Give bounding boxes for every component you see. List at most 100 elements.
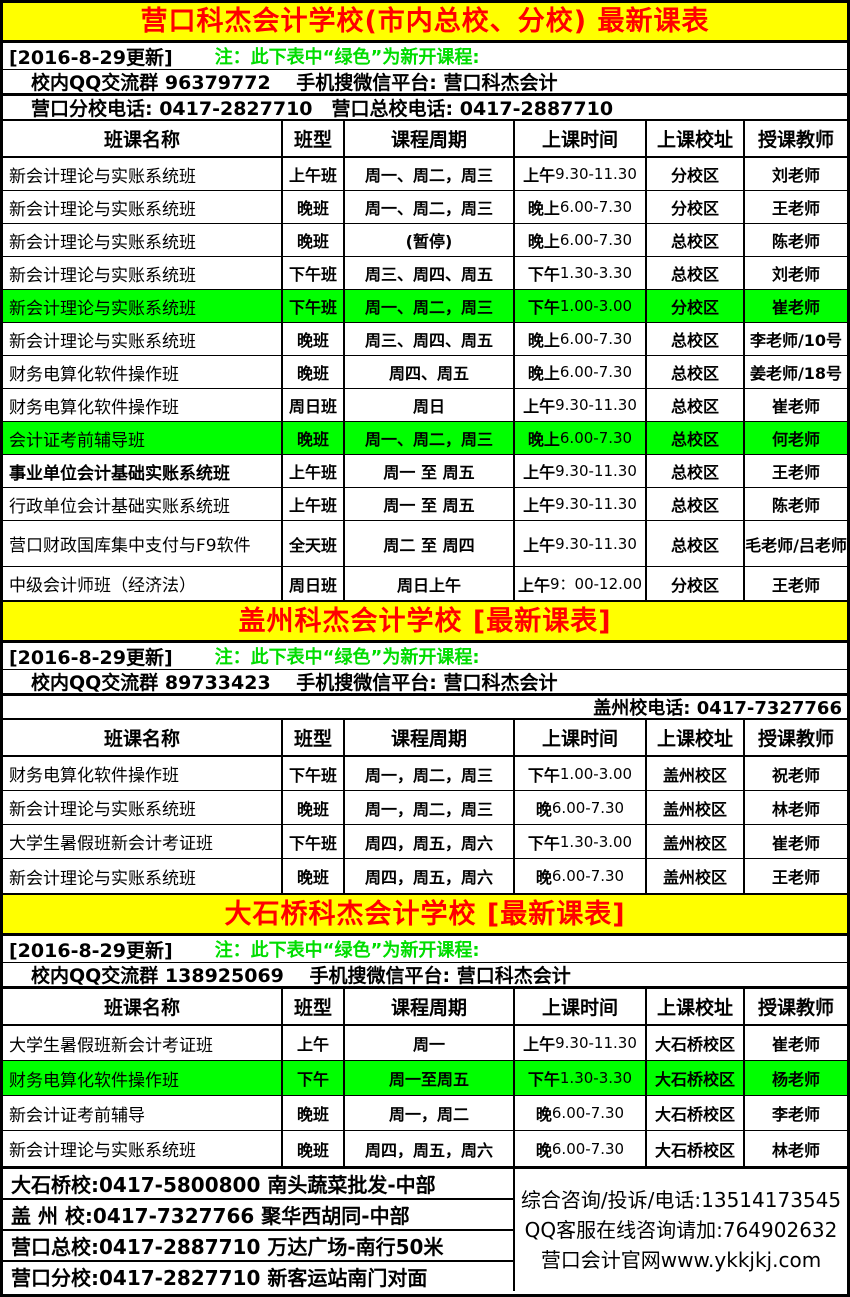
col-header-teacher: 授课教师 [757, 728, 834, 750]
cell-course-period: 周一，周二，周三 [345, 791, 515, 824]
campus-address-line: 盖 州 校:0417-7327766 聚华西胡同-中部 [3, 1198, 513, 1229]
update-row: [2016-8-29更新] 注：此下表中“绿色”为新开课程: [3, 936, 847, 963]
green-course-note: 注：此下表中“绿色”为新开课程: [214, 940, 480, 961]
cell-teacher: 何老师 [771, 430, 820, 449]
cell-teacher: 王老师 [771, 463, 820, 482]
cell-course-period: 周一、周二，周三 [345, 191, 515, 223]
cell-course-period: 周四，周五，周六 [345, 1131, 515, 1166]
time-prefix: 上午 [523, 463, 556, 482]
cell-course-name: 新会计理论与实账系统班 [3, 191, 283, 223]
cell-class-type: 晚班 [283, 1131, 345, 1166]
cell-campus: 总校区 [647, 488, 745, 520]
cell-teacher: 李老师 [771, 1105, 820, 1124]
time-prefix: 上午 [523, 535, 556, 555]
cell-course-period: (暂停) [345, 224, 515, 256]
col-header-campus: 上课校址 [647, 121, 745, 156]
cell-class-time: 上午 9.30-11.30 [515, 158, 647, 190]
cell-class-time: 下午 1.00-3.00 [515, 290, 647, 322]
time-prefix: 下午 [527, 265, 560, 284]
cell-campus: 盖州校区 [647, 791, 745, 824]
cell-course-period: 周三、周四、周五 [345, 323, 515, 355]
time-prefix: 上午 [523, 496, 556, 515]
cell-course-name: 新会计理论与实账系统班 [3, 257, 283, 289]
cell-campus: 总校区 [647, 323, 745, 355]
cell-course-period: 周三、周四、周五 [345, 257, 515, 289]
cell-class-time: 晚 6.00-7.30 [515, 791, 647, 824]
campus-address-line: 营口总校:0417-2887710 万达广场-南行50米 [3, 1229, 513, 1260]
cell-course-name: 会计证考前辅导班 [3, 422, 283, 454]
cell-teacher: 姜老师/18号 [749, 364, 843, 383]
table-header-row: 班课名称 班型 课程周期 上课时间 上课校址 授课教师 [3, 989, 847, 1026]
cell-class-time: 下午 1.30-3.30 [515, 1061, 647, 1095]
cell-course-period: 周日 [345, 389, 515, 421]
cell-class-type: 晚班 [283, 323, 345, 355]
table-header-row: 班课名称 班型 课程周期 上课时间 上课校址 授课教师 [3, 121, 847, 158]
cell-course-name: 新会计理论与实账系统班 [3, 224, 283, 256]
cell-class-time: 晚上 6.00-7.30 [515, 224, 647, 256]
cell-class-type: 下午 [283, 1061, 345, 1095]
cell-class-type: 上午 [283, 1026, 345, 1060]
time-prefix: 上午 [523, 1035, 556, 1054]
cell-course-period: 周一 [345, 1026, 515, 1060]
cell-course-name: 新会计理论与实账系统班 [3, 290, 283, 322]
cell-course-period: 周一至周五 [345, 1061, 515, 1095]
cell-teacher: 林老师 [771, 1140, 820, 1160]
cell-class-type: 晚班 [283, 422, 345, 454]
table-row: 新会计理论与实账系统班 上午班 周一、周二，周三 上午 9.30-11.30 分校… [3, 158, 847, 191]
time-value: 1.00-3.00 [559, 297, 633, 315]
cell-class-time: 下午 1.30-3.00 [515, 825, 647, 858]
time-value: 9.30-11.30 [555, 495, 637, 513]
cell-course-period: 周一、周二，周三 [345, 422, 515, 454]
cell-class-time: 上午 9.30-11.30 [515, 1026, 647, 1060]
cell-campus: 分校区 [647, 290, 745, 322]
campus-address-list: 大石桥校:0417-5800800 南头蔬菜批发-中部 盖 州 校:0417-7… [3, 1169, 515, 1291]
time-prefix: 晚上 [527, 364, 560, 383]
table-row: 新会计理论与实账系统班 晚班 周一，周二，周三 晚 6.00-7.30 盖州校区 … [3, 791, 847, 825]
table-row: 财务电算化软件操作班 下午班 周一，周二，周三 下午 1.00-3.00 盖州校区… [3, 757, 847, 791]
time-value: 9.30-11.30 [555, 396, 637, 414]
cell-class-type: 晚班 [283, 859, 345, 893]
time-prefix: 下午 [527, 1070, 560, 1089]
cell-class-type: 上午班 [283, 488, 345, 520]
cell-class-time: 晚上 6.00-7.30 [515, 323, 647, 355]
table-row: 营口财政国库集中支付与F9软件 全天班 周二 至 周四 上午 9.30-11.30… [3, 521, 847, 567]
time-prefix: 晚上 [527, 430, 560, 449]
cell-class-type: 晚班 [283, 191, 345, 223]
cell-course-name: 事业单位会计基础实账系统班 [3, 455, 283, 487]
time-value: 6.00-7.30 [559, 363, 633, 381]
time-prefix: 晚上 [527, 232, 560, 251]
cell-course-name: 财务电算化软件操作班 [3, 389, 283, 421]
phone-row: 盖州校电话: 0417-7327766 [3, 696, 847, 720]
table-row: 新会计理论与实账系统班 晚班 (暂停) 晚上 6.00-7.30 总校区 陈老师 [3, 224, 847, 257]
cell-course-period: 周一，周二，周三 [345, 757, 515, 790]
time-value: 6.00-7.30 [551, 798, 625, 817]
cell-class-time: 上午 9.30-11.30 [515, 488, 647, 520]
table-row: 财务电算化软件操作班 晚班 周四、周五 晚上 6.00-7.30 总校区 姜老师/… [3, 356, 847, 389]
cell-course-period: 周一 至 周五 [345, 488, 515, 520]
table-row-new-course: 财务电算化软件操作班 下午 周一至周五 下午 1.30-3.30 大石桥校区 杨老… [3, 1061, 847, 1096]
schedule-table-dashiqiao: 班课名称 班型 课程周期 上课时间 上课校址 授课教师 大学生暑假班新会计考证班… [3, 989, 847, 1166]
footer: 大石桥校:0417-5800800 南头蔬菜批发-中部 盖 州 校:0417-7… [3, 1166, 847, 1291]
cell-campus: 分校区 [647, 191, 745, 223]
time-value: 6.00-7.30 [559, 330, 633, 348]
time-value: 6.00-7.30 [559, 231, 633, 249]
time-value: 1.30-3.00 [559, 832, 633, 851]
schedule-table-gaizhou: 班课名称 班型 课程周期 上课时间 上课校址 授课教师 财务电算化软件操作班 下… [3, 720, 847, 893]
cell-class-type: 下午班 [283, 757, 345, 790]
cell-course-period: 周一 至 周五 [345, 455, 515, 487]
cell-class-time: 晚上 6.00-7.30 [515, 191, 647, 223]
green-course-note: 注：此下表中“绿色”为新开课程: [214, 647, 480, 668]
cell-teacher: 崔老师 [771, 1035, 820, 1054]
cell-campus: 分校区 [647, 567, 745, 600]
time-prefix: 上午 [523, 397, 556, 416]
cell-campus: 盖州校区 [647, 757, 745, 790]
time-prefix: 晚 [535, 799, 552, 819]
cell-class-type: 下午班 [283, 257, 345, 289]
qq-group-row: 校内QQ交流群 96379772 手机搜微信平台: 营口科杰会计 [3, 70, 847, 96]
section-title-yingkou: 营口科杰会计学校(市内总校、分校) 最新课表 [3, 3, 847, 43]
cell-teacher: 毛老师/吕老师 [745, 535, 847, 555]
col-header-campus: 上课校址 [647, 720, 745, 755]
cell-course-period: 周四，周五，周六 [345, 825, 515, 858]
cell-campus: 大石桥校区 [647, 1061, 745, 1095]
table-row: 事业单位会计基础实账系统班 上午班 周一 至 周五 上午 9.30-11.30 总… [3, 455, 847, 488]
